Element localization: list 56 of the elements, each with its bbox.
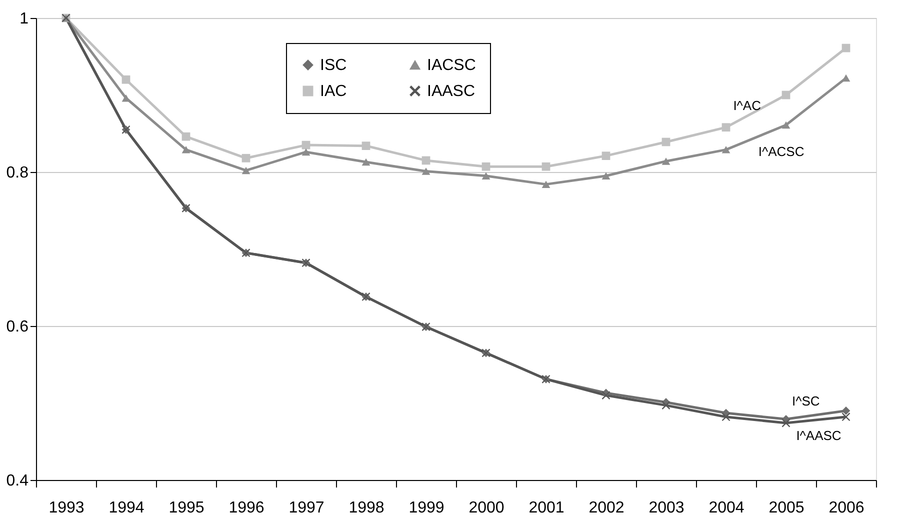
x-tick-label: 1999 <box>408 500 444 516</box>
point <box>242 166 250 174</box>
point <box>842 412 850 422</box>
y-tick-label: 1 <box>20 10 29 28</box>
point <box>782 90 790 100</box>
legend-label: IACSC <box>427 57 476 74</box>
x-tick-label: 1995 <box>168 500 204 516</box>
x-tick-label: 1994 <box>108 500 144 516</box>
x-tick-label: 1993 <box>48 500 84 516</box>
x-tick-label: 1996 <box>228 500 264 516</box>
annotation: I^AASC <box>796 428 842 444</box>
y-tick-label: 0.4 <box>6 472 29 490</box>
point <box>422 156 430 165</box>
annotation: I^SC <box>792 393 820 408</box>
point <box>542 180 550 188</box>
point <box>602 391 610 400</box>
x-tick-label: 2006 <box>828 500 864 516</box>
x-tick-label: 2004 <box>708 500 744 516</box>
y-tick-label: 0.8 <box>6 164 29 182</box>
point <box>722 412 730 422</box>
x-tick-label: 1998 <box>348 500 384 516</box>
point <box>302 140 310 150</box>
point <box>122 75 130 84</box>
annotation: I^AC <box>733 98 761 113</box>
point <box>602 172 610 180</box>
point <box>422 168 430 175</box>
point <box>362 142 370 150</box>
legend-label: ISC <box>320 57 347 74</box>
point <box>182 146 190 154</box>
point <box>302 148 310 156</box>
point <box>662 401 670 410</box>
point <box>842 406 850 415</box>
point <box>782 121 790 129</box>
point <box>782 418 790 428</box>
point <box>182 132 190 141</box>
point <box>482 172 490 180</box>
x-tick-label: 2001 <box>528 500 564 516</box>
point <box>722 123 730 132</box>
point <box>842 44 850 52</box>
point <box>482 162 490 171</box>
x-tick-label: 2002 <box>588 500 624 516</box>
x-tick-label: 2003 <box>648 500 684 516</box>
point <box>662 138 670 146</box>
y-tick-label: 0.6 <box>6 318 29 336</box>
x-tick-label: 2005 <box>768 500 804 516</box>
legend-label: IAASC <box>427 83 476 100</box>
x-tick-label: 2000 <box>468 500 504 516</box>
point <box>362 158 370 166</box>
point <box>602 152 610 160</box>
point <box>662 158 670 165</box>
point <box>722 146 730 154</box>
annotation: I^ACSC <box>758 144 804 159</box>
point <box>242 154 250 162</box>
legend-label: IAC <box>320 83 347 100</box>
x-tick-label: 1997 <box>288 500 324 516</box>
point <box>542 162 550 171</box>
